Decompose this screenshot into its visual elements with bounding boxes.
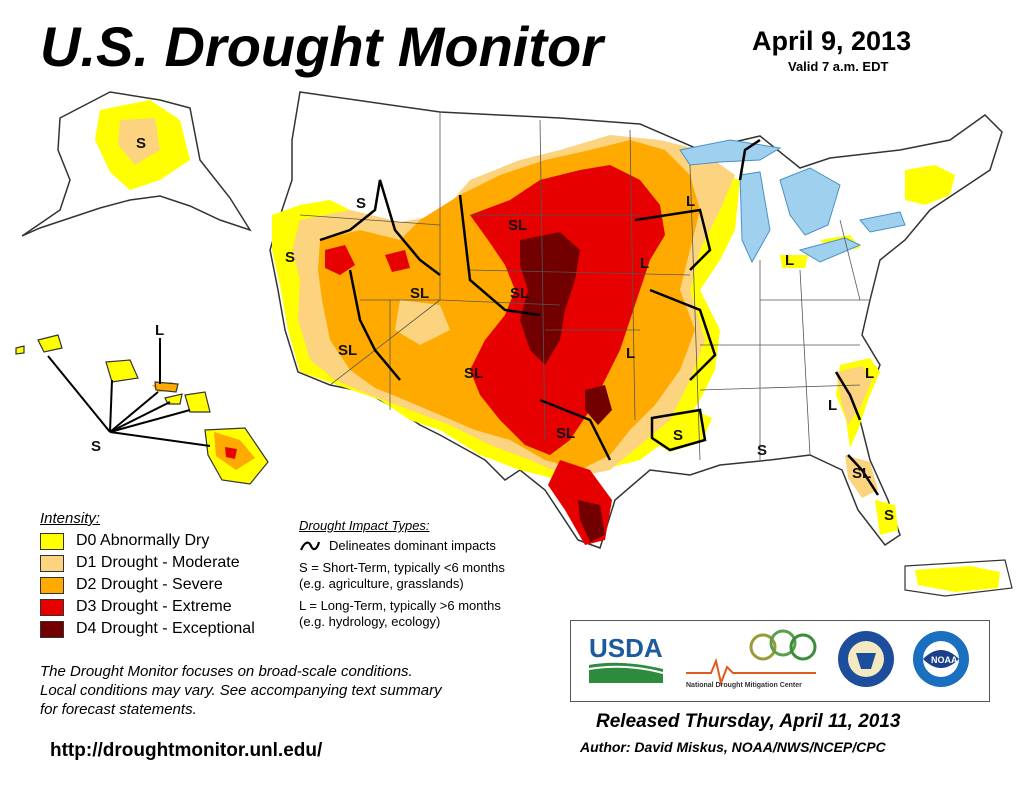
impact-delineates-text: Delineates dominant impacts (329, 538, 496, 553)
map-label-ar-s: S (673, 427, 683, 444)
author-credit: Author: David Miskus, NOAA/NWS/NCEP/CPC (580, 739, 886, 755)
map-title: U.S. Drought Monitor (40, 15, 604, 78)
map-label-al-s: S (757, 442, 767, 459)
legend-swatch-d1 (40, 554, 64, 572)
usda-logo: USDA (588, 633, 664, 683)
noaa-logo-text: NOAA (931, 655, 958, 665)
impact-short-term-line2: (e.g. agriculture, grasslands) (299, 576, 464, 591)
legend-item-d3: D3 Drought - Extreme (40, 596, 290, 618)
legend-swatch-d2 (40, 576, 64, 594)
legend-swatch-d3 (40, 598, 64, 616)
note-line-1: The Drought Monitor focuses on broad-sca… (40, 663, 413, 680)
impact-types-legend: Drought Impact Types: Delineates dominan… (299, 518, 569, 636)
impact-line-icon (299, 541, 321, 551)
map-label-nm-sl: SL (464, 365, 483, 382)
map-label-west-s2: S (285, 249, 295, 266)
puerto-rico (904, 559, 1013, 597)
ndmc-logo: National Drought Mitigation Center (686, 629, 817, 689)
intensity-legend: Intensity: D0 Abnormally Dry D1 Drought … (40, 510, 290, 640)
map-label-fl-sl: SL (852, 465, 871, 482)
impact-heading: Drought Impact Types: (299, 518, 430, 533)
map-label-ca-sl: SL (338, 342, 357, 359)
legend-label-d4: D4 Drought - Exceptional (76, 620, 255, 637)
map-label-nv-sl: SL (410, 285, 429, 302)
legend-swatch-d0 (40, 532, 64, 550)
note-line-2: Local conditions may vary. See accompany… (40, 682, 442, 699)
impact-boundaries (319, 138, 880, 496)
map-impact-labels: S L S S S SL SL SL SL SL SL L L L S S L … (91, 135, 894, 524)
legend-item-d0: D0 Abnormally Dry (40, 530, 290, 552)
legend-item-d4: D4 Drought - Exceptional (40, 618, 290, 640)
legend-label-d2: D2 Drought - Severe (76, 576, 223, 593)
map-label-hawaii-s: S (91, 438, 101, 455)
map-label-fl-s: S (884, 507, 894, 524)
map-label-tx-sl: SL (556, 425, 575, 442)
impact-long-term-line1: L = Long-Term, typically >6 months (299, 598, 501, 613)
map-label-nc-l: L (865, 365, 874, 382)
impact-long-term: L = Long-Term, typically >6 months (e.g.… (299, 598, 569, 630)
legend-label-d3: D3 Drought - Extreme (76, 598, 232, 615)
legend-heading: Intensity: (40, 510, 101, 527)
d4-areas (520, 232, 612, 542)
map-label-mo-l: L (626, 345, 635, 362)
note-line-3: for forecast statements. (40, 701, 197, 718)
logos-svg: USDA National Drought Mitigation Center … (588, 629, 969, 689)
map-label-west-s1: S (356, 195, 366, 212)
map-label-ga-l: L (828, 397, 837, 414)
commerce-seal-icon (838, 631, 894, 687)
legend-item-d1: D1 Drought - Moderate (40, 552, 290, 574)
great-lakes (679, 139, 906, 264)
ndmc-logo-text: National Drought Mitigation Center (686, 682, 802, 689)
map-label-ne-sl: SL (510, 285, 529, 302)
map-label-mn-l: L (686, 193, 695, 210)
alaska (21, 91, 252, 237)
legend-label-d0: D0 Abnormally Dry (76, 532, 210, 549)
impact-short-term: S = Short-Term, typically <6 months (e.g… (299, 560, 569, 592)
agency-logos: USDA National Drought Mitigation Center … (570, 620, 990, 702)
map-label-ia-l: L (640, 255, 649, 272)
valid-time: Valid 7 a.m. EDT (788, 59, 889, 74)
legend-label-d1: D1 Drought - Moderate (76, 554, 240, 571)
map-label-hawaii-l: L (155, 322, 164, 339)
usda-logo-text: USDA (589, 633, 663, 663)
hawaii (15, 334, 269, 485)
map-label-mi-l: L (785, 252, 794, 269)
map-label-alaska-s: S (136, 135, 146, 152)
legend-item-d2: D2 Drought - Severe (40, 574, 290, 596)
hawaii-callout-lines (47, 338, 211, 447)
release-date: Released Thursday, April 11, 2013 (596, 711, 901, 732)
website-url[interactable]: http://droughtmonitor.unl.edu/ (50, 740, 323, 761)
legend-swatch-d4 (40, 620, 64, 638)
noaa-logo: NOAA (913, 631, 969, 687)
map-date: April 9, 2013 (752, 26, 912, 56)
impact-short-term-line1: S = Short-Term, typically <6 months (299, 560, 505, 575)
impact-long-term-line2: (e.g. hydrology, ecology) (299, 614, 441, 629)
map-label-mt-sl: SL (508, 217, 527, 234)
impact-delineates-row: Delineates dominant impacts (299, 538, 569, 554)
disclaimer-note: The Drought Monitor focuses on broad-sca… (40, 662, 560, 719)
